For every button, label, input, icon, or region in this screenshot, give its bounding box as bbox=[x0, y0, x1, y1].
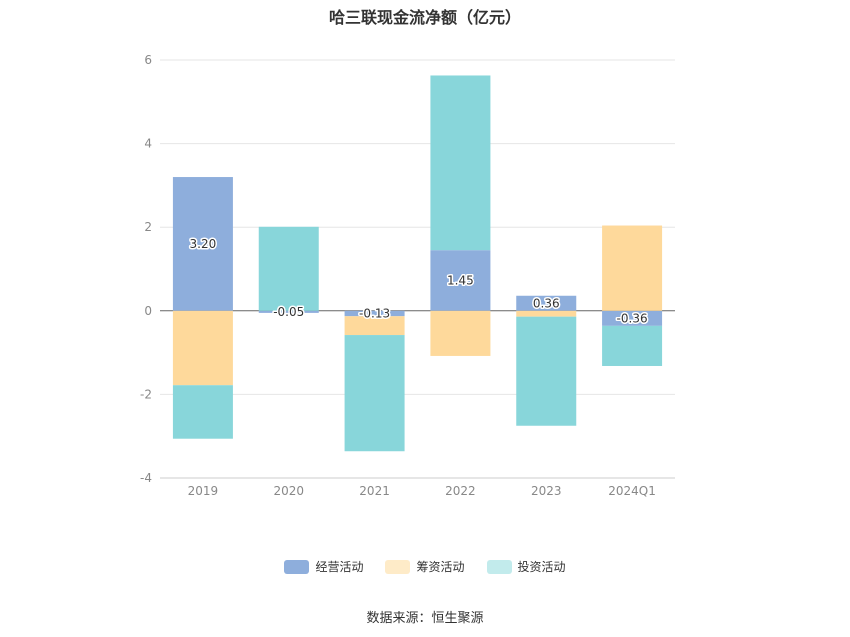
bar-2024Q1-series-1[interactable] bbox=[602, 225, 663, 311]
bar-2023-series-2[interactable] bbox=[516, 316, 577, 426]
data-label: 3.20 bbox=[190, 237, 217, 251]
data-label: 0.36 bbox=[533, 296, 560, 310]
bar-2022-series-2[interactable] bbox=[430, 75, 491, 251]
bar-2022-series-1[interactable] bbox=[430, 310, 491, 356]
bar-2023-series-0[interactable] bbox=[516, 295, 577, 311]
bar-2024Q1-series-2[interactable] bbox=[602, 325, 663, 366]
y-tick-label: 2 bbox=[144, 220, 152, 234]
data-labels: 3.20 -0.05 -0.13 1.45 0.36 -0.36 bbox=[188, 235, 649, 326]
grid-lines bbox=[160, 59, 675, 479]
bar-2019-series-2[interactable] bbox=[172, 385, 233, 439]
legend-label-financing: 筹资活动 bbox=[416, 560, 465, 574]
y-tick-label: -2 bbox=[140, 387, 152, 401]
legend-swatch-investing bbox=[486, 559, 512, 574]
data-label: 1.45 bbox=[447, 273, 474, 287]
legend-item-operating[interactable]: 经营活动 bbox=[284, 558, 363, 575]
bars bbox=[172, 75, 663, 452]
x-tick-label: 2023 bbox=[531, 484, 562, 498]
legend-item-investing[interactable]: 投资活动 bbox=[486, 558, 566, 575]
x-tick-label: 2019 bbox=[188, 484, 219, 498]
data-label: -0.36 bbox=[617, 311, 648, 325]
y-tick-label: 6 bbox=[144, 53, 152, 67]
axes: 6 4 2 0 -2 -4 2019 2020 2021 2022 2023 2024Q1 bbox=[140, 53, 675, 498]
legend-swatch-financing bbox=[385, 559, 411, 574]
legend-label-operating: 经营活动 bbox=[315, 560, 364, 574]
bar-2019-series-1[interactable] bbox=[172, 310, 233, 386]
x-tick-label: 2021 bbox=[359, 484, 390, 498]
bar-2023-series-1[interactable] bbox=[516, 310, 577, 317]
bar-2021-series-0[interactable] bbox=[344, 310, 405, 317]
legend: 经营活动 筹资活动 投资活动 bbox=[0, 558, 850, 575]
x-tick-label: 2022 bbox=[445, 484, 476, 498]
y-tick-label: 0 bbox=[144, 304, 152, 318]
legend-item-financing[interactable]: 筹资活动 bbox=[385, 558, 465, 575]
bar-2021-series-1[interactable] bbox=[344, 316, 405, 336]
chart-title: 哈三联现金流净额（亿元） bbox=[328, 8, 521, 27]
y-tick-label: 4 bbox=[144, 137, 152, 151]
bar-2024Q1-series-0[interactable] bbox=[602, 310, 663, 326]
bar-2022-series-0[interactable] bbox=[430, 250, 491, 311]
data-label: -0.05 bbox=[273, 305, 304, 319]
legend-swatch-operating bbox=[284, 559, 310, 574]
data-label: -0.13 bbox=[359, 307, 390, 321]
y-tick-label: -4 bbox=[140, 471, 152, 485]
legend-label-investing: 投资活动 bbox=[517, 560, 566, 574]
bar-2021-series-2[interactable] bbox=[344, 335, 405, 452]
source-note: 数据来源：恒生聚源 bbox=[366, 611, 484, 626]
bar-2020-series-2[interactable] bbox=[258, 226, 319, 311]
x-tick-label: 2020 bbox=[273, 484, 304, 498]
x-tick-label: 2024Q1 bbox=[608, 484, 656, 498]
bar-2019-series-0[interactable] bbox=[172, 177, 233, 311]
bar-2020-series-0[interactable] bbox=[258, 310, 319, 313]
